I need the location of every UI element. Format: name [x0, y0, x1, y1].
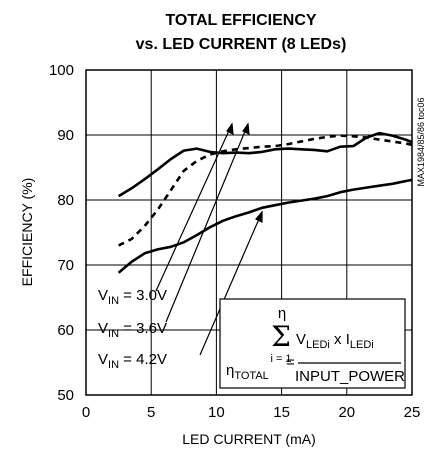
y-tick-label: 50 — [57, 387, 74, 404]
label-vin-3-0v: VIN = 3.0V — [98, 287, 167, 307]
formula-denominator: INPUT_POWER — [295, 368, 405, 385]
y-tick-label: 90 — [57, 127, 74, 144]
arrow-head-3-6v — [242, 122, 250, 136]
x-tick-label: 15 — [273, 404, 290, 421]
data-series — [117, 131, 413, 274]
x-tick-labels: 0 5 10 15 20 25 — [82, 404, 421, 421]
y-tick-label: 70 — [57, 257, 74, 274]
y-axis-label: EFFICIENCY (%) — [19, 178, 35, 287]
y-tick-label: 60 — [57, 322, 74, 339]
formula-frame — [219, 298, 406, 389]
formula-lhs: ηTOTAL — [226, 362, 269, 382]
x-tick-label: 5 — [147, 404, 155, 421]
x-tick-label: 0 — [82, 404, 90, 421]
arrow-head-4-2v — [255, 210, 263, 223]
x-tick-label: 10 — [208, 404, 225, 421]
x-axis-label: LED CURRENT (mA) — [182, 431, 316, 447]
chart-title-line2: vs. LED CURRENT (8 LEDs) — [136, 36, 347, 53]
arrow-head-3-0v — [226, 122, 234, 136]
plot-frame — [85, 69, 413, 396]
arrow-3-6v — [165, 123, 249, 323]
label-vin-4-2v: VIN = 4.2V — [98, 351, 167, 371]
y-tick-label: 100 — [49, 62, 74, 79]
formula-eta-upper: η — [278, 305, 286, 322]
y-tick-labels: 50 60 70 80 90 100 — [49, 62, 74, 404]
annotation-arrows — [155, 122, 263, 356]
series-line-2 — [117, 178, 413, 274]
series-line-1 — [118, 134, 413, 247]
label-vin-3-6v: VIN = 3.6V — [98, 320, 167, 340]
x-tick-label: 20 — [338, 404, 355, 421]
y-tick-label: 80 — [57, 192, 74, 209]
figure-side-label: MAX1984/85/86 toc06 — [416, 97, 426, 186]
formula-box: η Σ VLEDi x ILEDi i = 1 ηTOTAL = INPUT_P… — [219, 298, 406, 389]
arrow-3-0v — [155, 123, 233, 292]
x-tick-label: 25 — [404, 404, 421, 421]
formula-sigma: Σ — [271, 320, 291, 353]
formula-numerator: VLEDi x ILEDi — [296, 331, 374, 351]
chart-title-line1: TOTAL EFFICIENCY — [165, 12, 316, 29]
arrow-4-2v — [199, 211, 263, 356]
formula-equals: = — [286, 354, 295, 371]
formula-lower-limit: i = 1 — [270, 353, 291, 365]
